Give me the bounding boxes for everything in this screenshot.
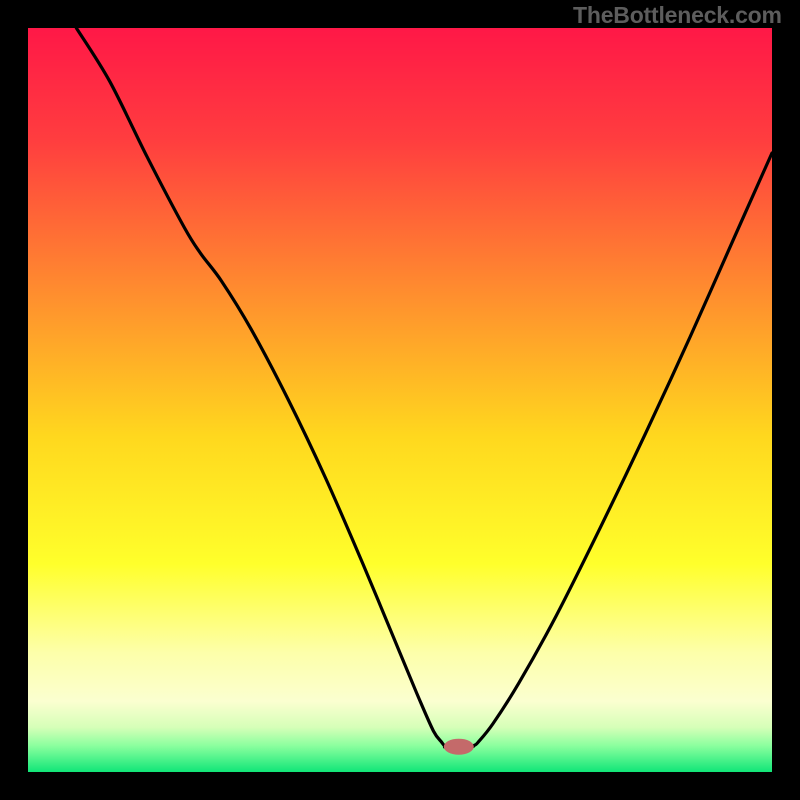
watermark-text: TheBottleneck.com [573,2,782,29]
plot-area [28,28,772,772]
plot-svg [28,28,772,772]
optimal-marker [444,739,474,755]
